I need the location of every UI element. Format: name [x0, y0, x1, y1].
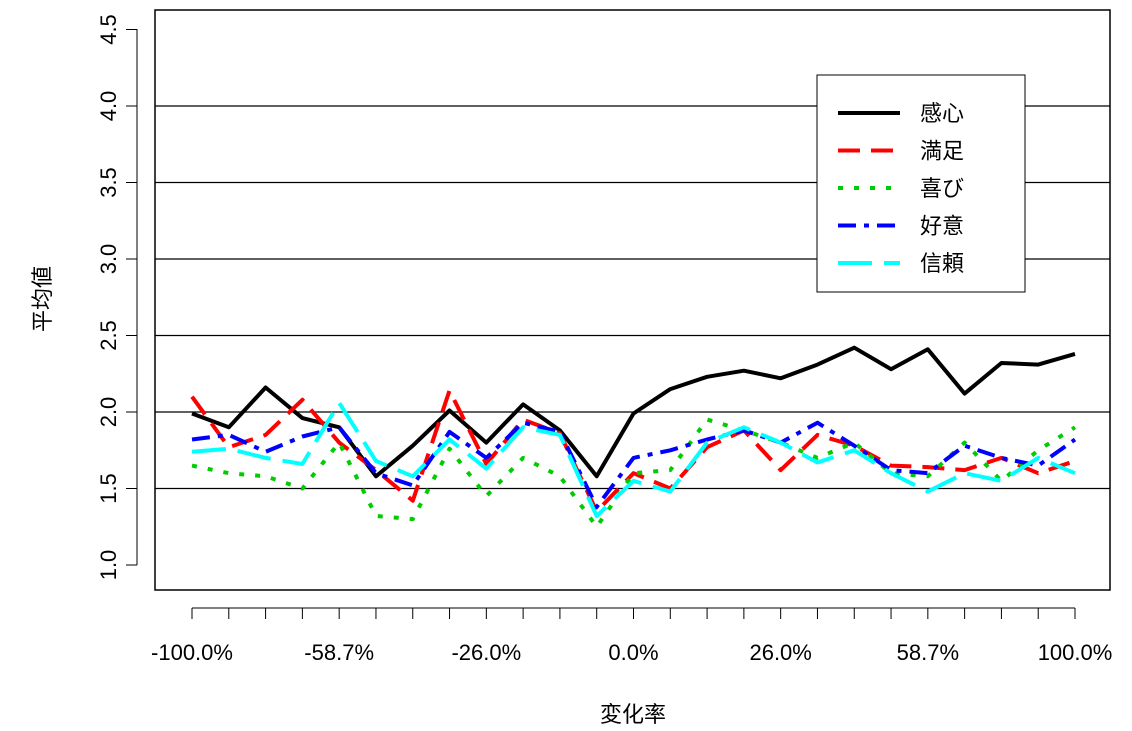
- series-line: [191, 420, 1077, 509]
- legend-label: 喜び: [920, 176, 964, 201]
- y-tick-label: 3.5: [96, 167, 121, 198]
- series-lines: [190, 345, 1077, 529]
- y-tick-label: 2.0: [96, 397, 121, 428]
- legend-label: 好意: [920, 214, 964, 239]
- x-tick-label: 58.7%: [897, 640, 959, 665]
- x-axis: -100.0% -58.7% -26.0% 0.0% 26.0% 58.7% 100.0%: [151, 607, 1113, 665]
- x-tick-label: 26.0%: [749, 640, 811, 665]
- x-tick-label: -100.0%: [151, 640, 233, 665]
- y-tick-label: 1.5: [96, 473, 121, 504]
- y-tick-label: 4.5: [96, 14, 121, 45]
- y-tick-label: 3.0: [96, 244, 121, 275]
- x-axis-label: 変化率: [600, 702, 666, 727]
- series-line: [190, 388, 1076, 514]
- y-axis-label: 平均値: [30, 266, 55, 332]
- x-tick-label: -58.7%: [304, 640, 374, 665]
- x-tick-label: 100.0%: [1038, 640, 1113, 665]
- y-tick-label: 2.5: [96, 320, 121, 351]
- y-axis: 1.0 1.5 2.0 2.5 3.0 3.5 4.0 4.5: [96, 14, 138, 581]
- series-line: [191, 345, 1076, 479]
- y-tick-label: 1.0: [96, 550, 121, 581]
- legend-label: 信頼: [920, 251, 964, 276]
- series-line: [191, 417, 1077, 529]
- legend-label: 満足: [920, 139, 964, 164]
- x-tick-label: 0.0%: [608, 640, 658, 665]
- y-tick-label: 4.0: [96, 91, 121, 122]
- legend-label: 感心: [920, 101, 964, 126]
- series-line: [191, 400, 1076, 518]
- plot-frame: [154, 9, 1111, 591]
- x-tick-label: -26.0%: [451, 640, 521, 665]
